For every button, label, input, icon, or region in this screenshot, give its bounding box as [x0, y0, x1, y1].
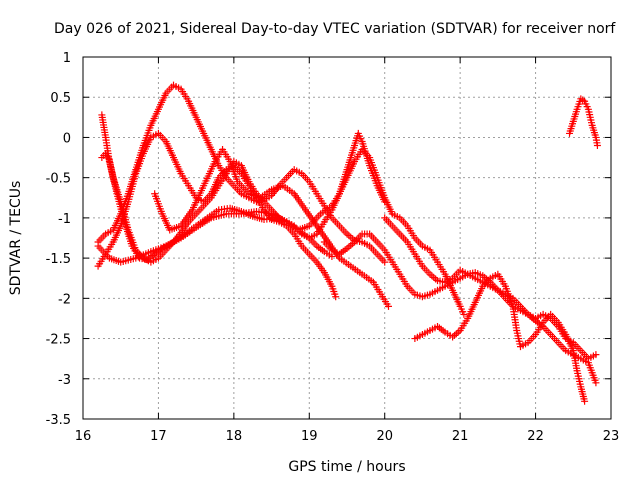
- data-point: [328, 253, 336, 261]
- data-point: [381, 258, 389, 266]
- series-track-4: [94, 81, 389, 266]
- y-tick-label: 0.5: [50, 91, 71, 106]
- y-tick-label: 0: [63, 131, 71, 146]
- data-point: [460, 310, 468, 318]
- x-tick-label: 21: [452, 429, 469, 444]
- data-point: [581, 397, 589, 405]
- chart-title: Day 026 of 2021, Sidereal Day-to-day VTE…: [54, 21, 616, 37]
- y-tick-label: -2: [58, 292, 71, 307]
- x-tick-label: 20: [376, 429, 393, 444]
- grid-lines: [83, 57, 611, 419]
- series-track-9: [381, 214, 600, 363]
- data-point: [384, 302, 392, 310]
- x-tick-label: 19: [301, 429, 318, 444]
- series-track-6: [94, 146, 468, 318]
- y-tick-label: -1.5: [46, 252, 71, 267]
- data-point: [592, 351, 600, 359]
- series-track-10: [566, 95, 601, 149]
- data-point: [592, 379, 600, 387]
- data-point: [332, 293, 340, 301]
- x-tick-label: 17: [150, 429, 167, 444]
- y-tick-label: 1: [63, 51, 71, 66]
- x-tick-label: 16: [75, 429, 92, 444]
- y-tick-label: -2.5: [46, 333, 71, 348]
- data-point: [593, 141, 601, 149]
- series-track-5: [151, 146, 392, 310]
- x-tick-label: 18: [226, 429, 243, 444]
- x-tick-label: 22: [527, 429, 544, 444]
- y-tick-label: -1: [58, 212, 71, 227]
- y-tick-label: -3.5: [46, 413, 71, 428]
- y-tick-label: -0.5: [46, 172, 71, 187]
- axis-ticks: 16 17 18 19 20 21 22 23 1 0.5 0 -0.5 -1 -1.5 -2 -2.5 -3 -…: [46, 51, 620, 444]
- y-tick-label: -3: [58, 373, 71, 388]
- plot-frame: [82, 56, 612, 420]
- x-tick-label: 23: [603, 429, 620, 444]
- x-axis-title: GPS time / hours: [288, 459, 405, 475]
- y-axis-title: SDTVAR / TECUs: [8, 181, 24, 296]
- series-track-2: [94, 129, 340, 301]
- data-series: [94, 81, 601, 405]
